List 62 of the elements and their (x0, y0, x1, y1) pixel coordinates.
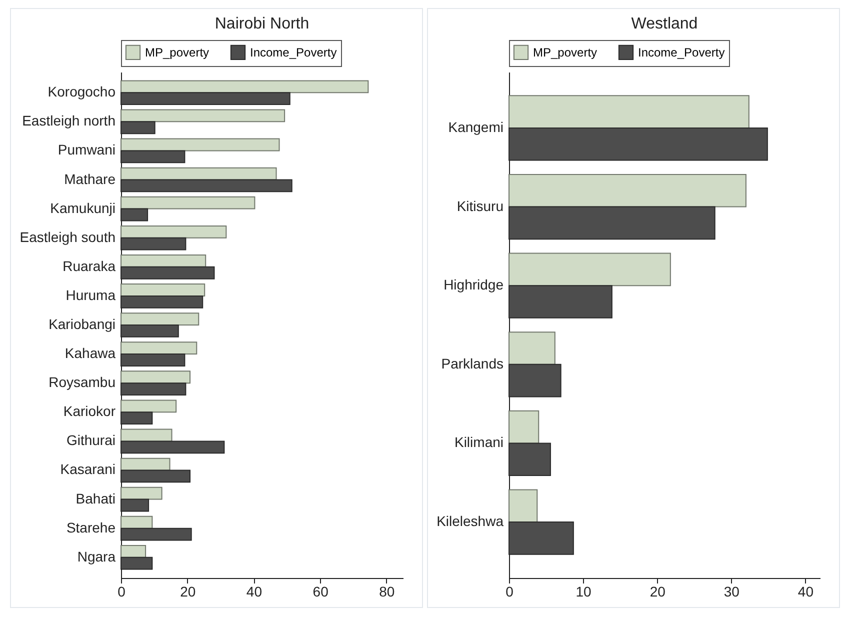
y-tick-label: Kahawa (64, 345, 116, 362)
y-tick-label: Starehe (66, 519, 116, 536)
bar (120, 312, 200, 326)
chart-title: Westland (631, 16, 698, 32)
bar (508, 95, 750, 128)
bar (508, 174, 746, 208)
x-tick-label: 0 (118, 584, 126, 600)
legend-label: MP_poverty (145, 45, 210, 60)
x-tick-label: 20 (650, 584, 666, 600)
bar (508, 489, 538, 523)
bar (120, 458, 170, 471)
bar (120, 284, 206, 296)
y-tick-label: Kitisuru (456, 198, 504, 214)
bar (508, 332, 556, 365)
legend-label: MP_poverty (533, 45, 598, 60)
bar (120, 428, 172, 442)
bar (508, 252, 671, 286)
bar (120, 486, 162, 500)
bar (120, 370, 191, 384)
chart-title: Nairobi North (214, 16, 310, 32)
y-tick-label: Kilimani (454, 434, 504, 450)
bar (120, 516, 153, 529)
bar (120, 80, 369, 94)
y-tick-label: Kangemi (448, 118, 504, 135)
y-tick-label: Kariobangi (48, 316, 116, 332)
y-tick-label: Roysambu (48, 374, 116, 390)
bar (120, 167, 277, 180)
x-tick-label: 20 (180, 584, 196, 600)
bar (120, 109, 286, 122)
y-tick-label: Pumwani (58, 142, 116, 158)
legend-label: Income_Poverty (638, 45, 725, 60)
y-tick-label: Ruaraka (62, 258, 116, 274)
bar (508, 410, 540, 444)
y-tick-label: Kasarani (60, 461, 116, 478)
y-tick-label: Korogocho (48, 84, 116, 100)
bar (120, 196, 256, 210)
y-tick-label: Huruma (66, 286, 116, 303)
bar (120, 254, 206, 268)
x-tick-label: 0 (506, 584, 514, 600)
y-tick-label: Ngara (77, 548, 116, 564)
y-tick-label: Kamukunji (50, 200, 116, 216)
y-tick-label: Parklands (441, 355, 504, 372)
x-tick-label: 10 (576, 584, 592, 600)
bar (120, 342, 198, 355)
y-tick-label: Bahati (76, 490, 116, 506)
x-tick-label: 80 (379, 584, 395, 600)
x-tick-label: 30 (724, 584, 740, 600)
y-tick-label: Highridge (444, 276, 504, 293)
bar (120, 400, 177, 413)
y-tick-label: Githurai (66, 432, 116, 448)
y-tick-label: Kariokor (63, 403, 116, 420)
legend-label: Income_Poverty (250, 45, 337, 60)
x-tick-label: 40 (246, 584, 262, 600)
y-tick-label: Eastleigh north (22, 112, 116, 129)
y-tick-label: Kileleshwa (436, 513, 504, 530)
bar (120, 225, 227, 238)
x-tick-label: 60 (312, 584, 329, 600)
y-tick-label: Eastleigh south (20, 228, 116, 245)
bar (120, 544, 146, 558)
bar (120, 138, 280, 152)
x-tick-label: 40 (798, 584, 814, 600)
y-tick-label: Mathare (64, 170, 116, 187)
